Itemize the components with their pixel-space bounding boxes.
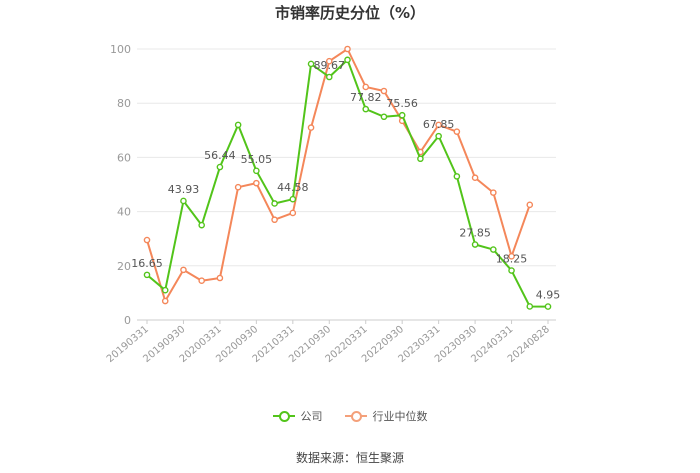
data-point-company [508,267,515,274]
data-point-industry-median [325,57,333,65]
data-point-company [362,105,370,113]
data-point-industry-median [161,297,169,305]
legend-swatch-company [272,411,295,422]
data-point-industry-median [180,266,187,274]
data-label: 4.95 [536,289,561,302]
data-point-industry-median [253,179,260,187]
data-label: 18.25 [496,253,528,266]
data-point-industry-median [453,128,461,135]
series-line-company [146,58,549,308]
data-point-industry-median [362,83,370,91]
data-source: 数据来源：恒生聚源 [295,451,404,465]
y-tick-label: 40 [117,206,131,219]
data-point-industry-median [234,183,242,191]
data-point-industry-median [435,121,442,129]
data-label: 89.67 [314,59,346,72]
data-point-company [307,60,315,68]
data-point-company [398,111,406,119]
data-label: 43.93 [168,183,200,196]
data-point-industry-median [307,124,315,131]
data-point-company [471,241,479,248]
legend-label-industry-median: 行业中位数 [372,410,428,423]
data-point-industry-median [143,236,151,244]
data-point-company [216,163,224,171]
legend: 公司 行业中位数 [0,408,700,424]
data-point-industry-median [271,216,278,224]
data-point-company [380,113,388,121]
data-label: 75.56 [386,97,418,110]
data-label: 55.05 [241,153,273,166]
y-tick-label: 80 [117,97,131,110]
data-point-company [325,73,333,81]
data-point-company [253,167,260,175]
data-label: 56.44 [204,149,236,162]
data-point-industry-median [198,277,205,285]
data-point-industry-median [380,87,388,95]
data-point-company [234,121,242,129]
legend-label-company: 公司 [300,410,323,423]
data-label: 16.65 [131,257,163,270]
data-point-industry-median [344,45,351,53]
legend-swatch-industry-median [344,411,367,422]
data-point-company [435,132,442,140]
data-label: 67.85 [423,118,455,131]
data-point-company [143,271,151,279]
legend-item-industry-median[interactable]: 行业中位数 [344,408,428,424]
data-point-industry-median [490,189,497,196]
data-point-industry-median [216,274,224,282]
data-point-company [161,286,169,294]
data-point-company [490,246,497,253]
data-point-company [526,303,534,310]
data-point-company [344,56,351,64]
chart-title: 市销率历史分位（%） [274,4,426,22]
data-label: 77.82 [350,91,382,104]
data-label: 27.85 [459,227,491,240]
y-tick-label: 60 [117,151,131,164]
y-tick-label: 0 [124,314,131,327]
data-point-industry-median [289,209,297,217]
data-label: 44.58 [277,181,309,194]
series-line-industry-median [146,48,531,303]
data-point-company [417,155,424,163]
data-point-company [544,303,552,310]
data-point-industry-median [508,253,515,260]
data-point-company [180,197,187,205]
data-point-company [271,200,278,207]
data-point-company [289,195,297,203]
data-point-company [198,221,205,229]
data-point-industry-median [471,174,479,182]
data-point-industry-median [526,201,534,209]
data-point-company [453,173,461,180]
y-tick-label: 20 [117,260,131,273]
y-tick-label: 100 [110,43,131,56]
legend-item-company[interactable]: 公司 [272,408,323,424]
